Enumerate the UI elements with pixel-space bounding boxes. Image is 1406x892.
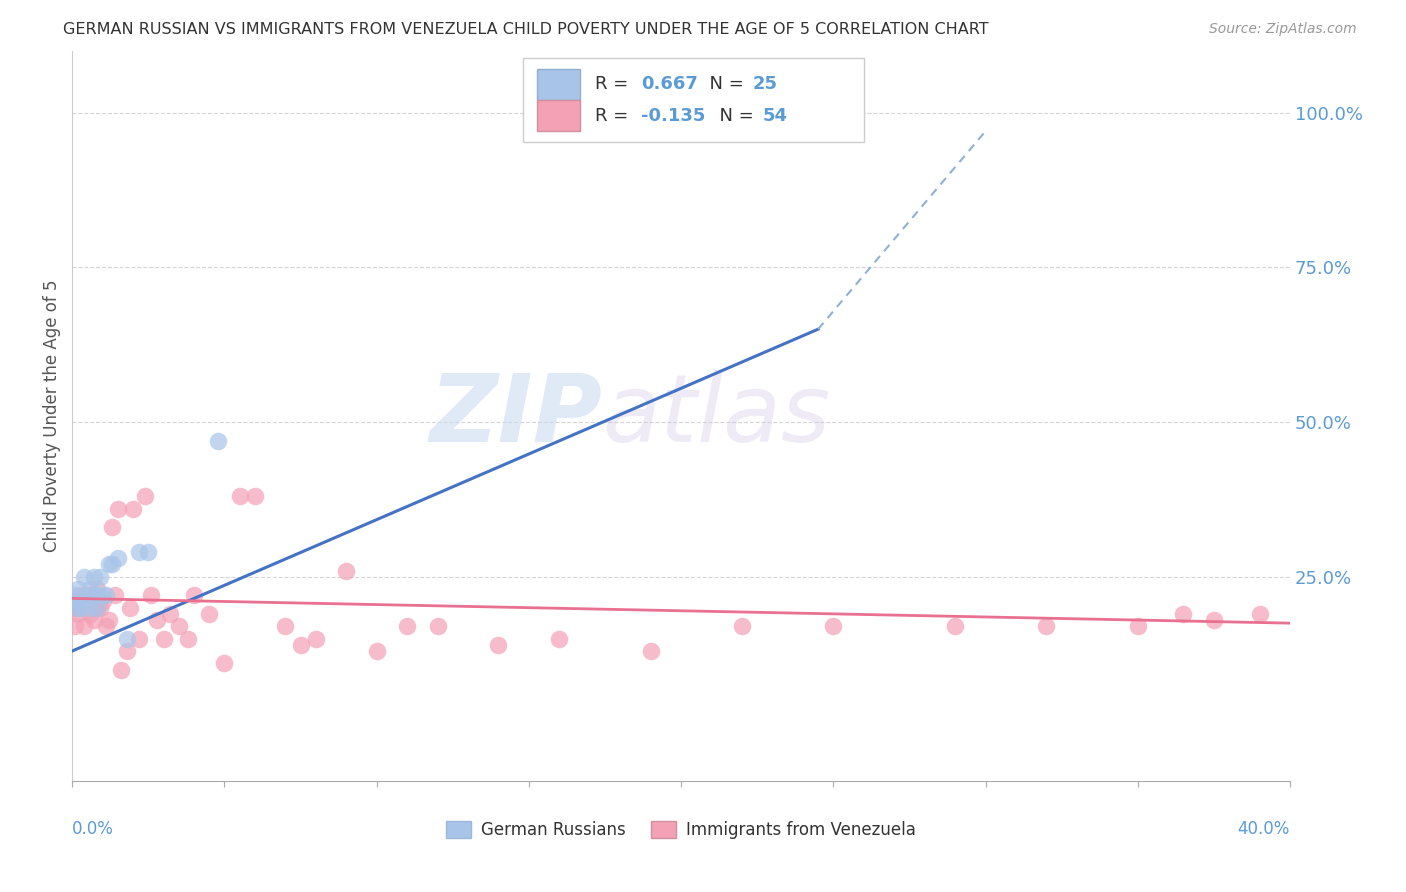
Point (396, 619, 419, 633)
Point (110, 663, 132, 677)
Point (94, 588, 117, 602)
Point (86, 588, 108, 602)
FancyBboxPatch shape (537, 100, 581, 131)
Point (1035, 619, 1057, 633)
Point (79, 582, 101, 596)
Text: R =: R = (595, 75, 634, 94)
Point (290, 638, 312, 652)
FancyBboxPatch shape (537, 69, 581, 100)
Point (83, 588, 105, 602)
Point (70, 588, 93, 602)
Point (67, 607, 90, 621)
Point (79, 607, 101, 621)
Point (86, 582, 108, 596)
Point (274, 619, 297, 633)
Point (62, 600, 84, 615)
Point (76, 588, 98, 602)
Point (128, 545, 150, 559)
Point (366, 644, 388, 658)
Point (305, 632, 328, 646)
Point (207, 434, 229, 448)
Point (107, 551, 129, 566)
Point (107, 501, 129, 516)
Text: atlas: atlas (602, 370, 830, 461)
Point (67, 582, 90, 596)
Point (943, 619, 966, 633)
Point (198, 607, 221, 621)
Point (89, 600, 111, 615)
Point (115, 632, 138, 646)
Point (97, 558, 120, 572)
Text: 25: 25 (754, 75, 778, 94)
Point (115, 644, 138, 658)
Point (228, 489, 250, 503)
Point (83, 613, 105, 627)
Point (122, 501, 145, 516)
Point (214, 657, 236, 671)
Point (807, 124, 830, 138)
Text: N =: N = (707, 107, 759, 125)
Text: 0.667: 0.667 (641, 75, 697, 94)
Point (89, 570, 111, 584)
Point (1126, 619, 1149, 633)
Point (167, 619, 190, 633)
Point (94, 619, 117, 633)
Point (86, 600, 108, 615)
Point (335, 564, 357, 578)
Point (65, 619, 87, 633)
Point (73, 570, 96, 584)
Point (104, 588, 127, 602)
Point (97, 613, 120, 627)
Point (731, 619, 754, 633)
Y-axis label: Child Poverty Under the Age of 5: Child Poverty Under the Age of 5 (44, 279, 60, 552)
Point (91, 594, 114, 608)
Point (141, 588, 163, 602)
Point (73, 619, 96, 633)
Point (152, 632, 174, 646)
Text: N =: N = (699, 75, 749, 94)
Point (101, 520, 124, 534)
Point (823, 619, 845, 633)
Point (426, 619, 449, 633)
Point (67, 594, 90, 608)
Point (67, 600, 90, 615)
Point (159, 607, 181, 621)
Text: GERMAN RUSSIAN VS IMMIGRANTS FROM VENEZUELA CHILD POVERTY UNDER THE AGE OF 5 COR: GERMAN RUSSIAN VS IMMIGRANTS FROM VENEZU… (63, 22, 988, 37)
Point (101, 558, 124, 572)
Text: -0.135: -0.135 (641, 107, 706, 125)
Point (76, 588, 98, 602)
Point (243, 489, 266, 503)
Point (548, 632, 571, 646)
Text: 40.0%: 40.0% (1237, 820, 1291, 838)
Point (83, 570, 105, 584)
Point (134, 489, 156, 503)
Text: ZIP: ZIP (429, 370, 602, 462)
Point (488, 638, 510, 652)
Point (86, 600, 108, 615)
Point (138, 545, 160, 559)
Point (66, 600, 89, 615)
Legend: German Russians, Immigrants from Venezuela: German Russians, Immigrants from Venezue… (440, 814, 922, 846)
Point (1202, 613, 1225, 627)
Text: Source: ZipAtlas.com: Source: ZipAtlas.com (1209, 22, 1357, 37)
Point (91, 588, 114, 602)
Point (1173, 607, 1195, 621)
Point (177, 632, 200, 646)
Point (65, 594, 87, 608)
Point (146, 613, 169, 627)
Point (73, 594, 96, 608)
Point (62, 588, 84, 602)
Point (79, 600, 101, 615)
FancyBboxPatch shape (523, 58, 863, 142)
Point (640, 644, 662, 658)
Point (128, 632, 150, 646)
Text: 54: 54 (762, 107, 787, 125)
Point (183, 588, 205, 602)
Point (120, 600, 142, 615)
Point (70, 600, 93, 615)
Text: 0.0%: 0.0% (72, 820, 114, 838)
Text: R =: R = (595, 107, 634, 125)
Point (1249, 607, 1271, 621)
